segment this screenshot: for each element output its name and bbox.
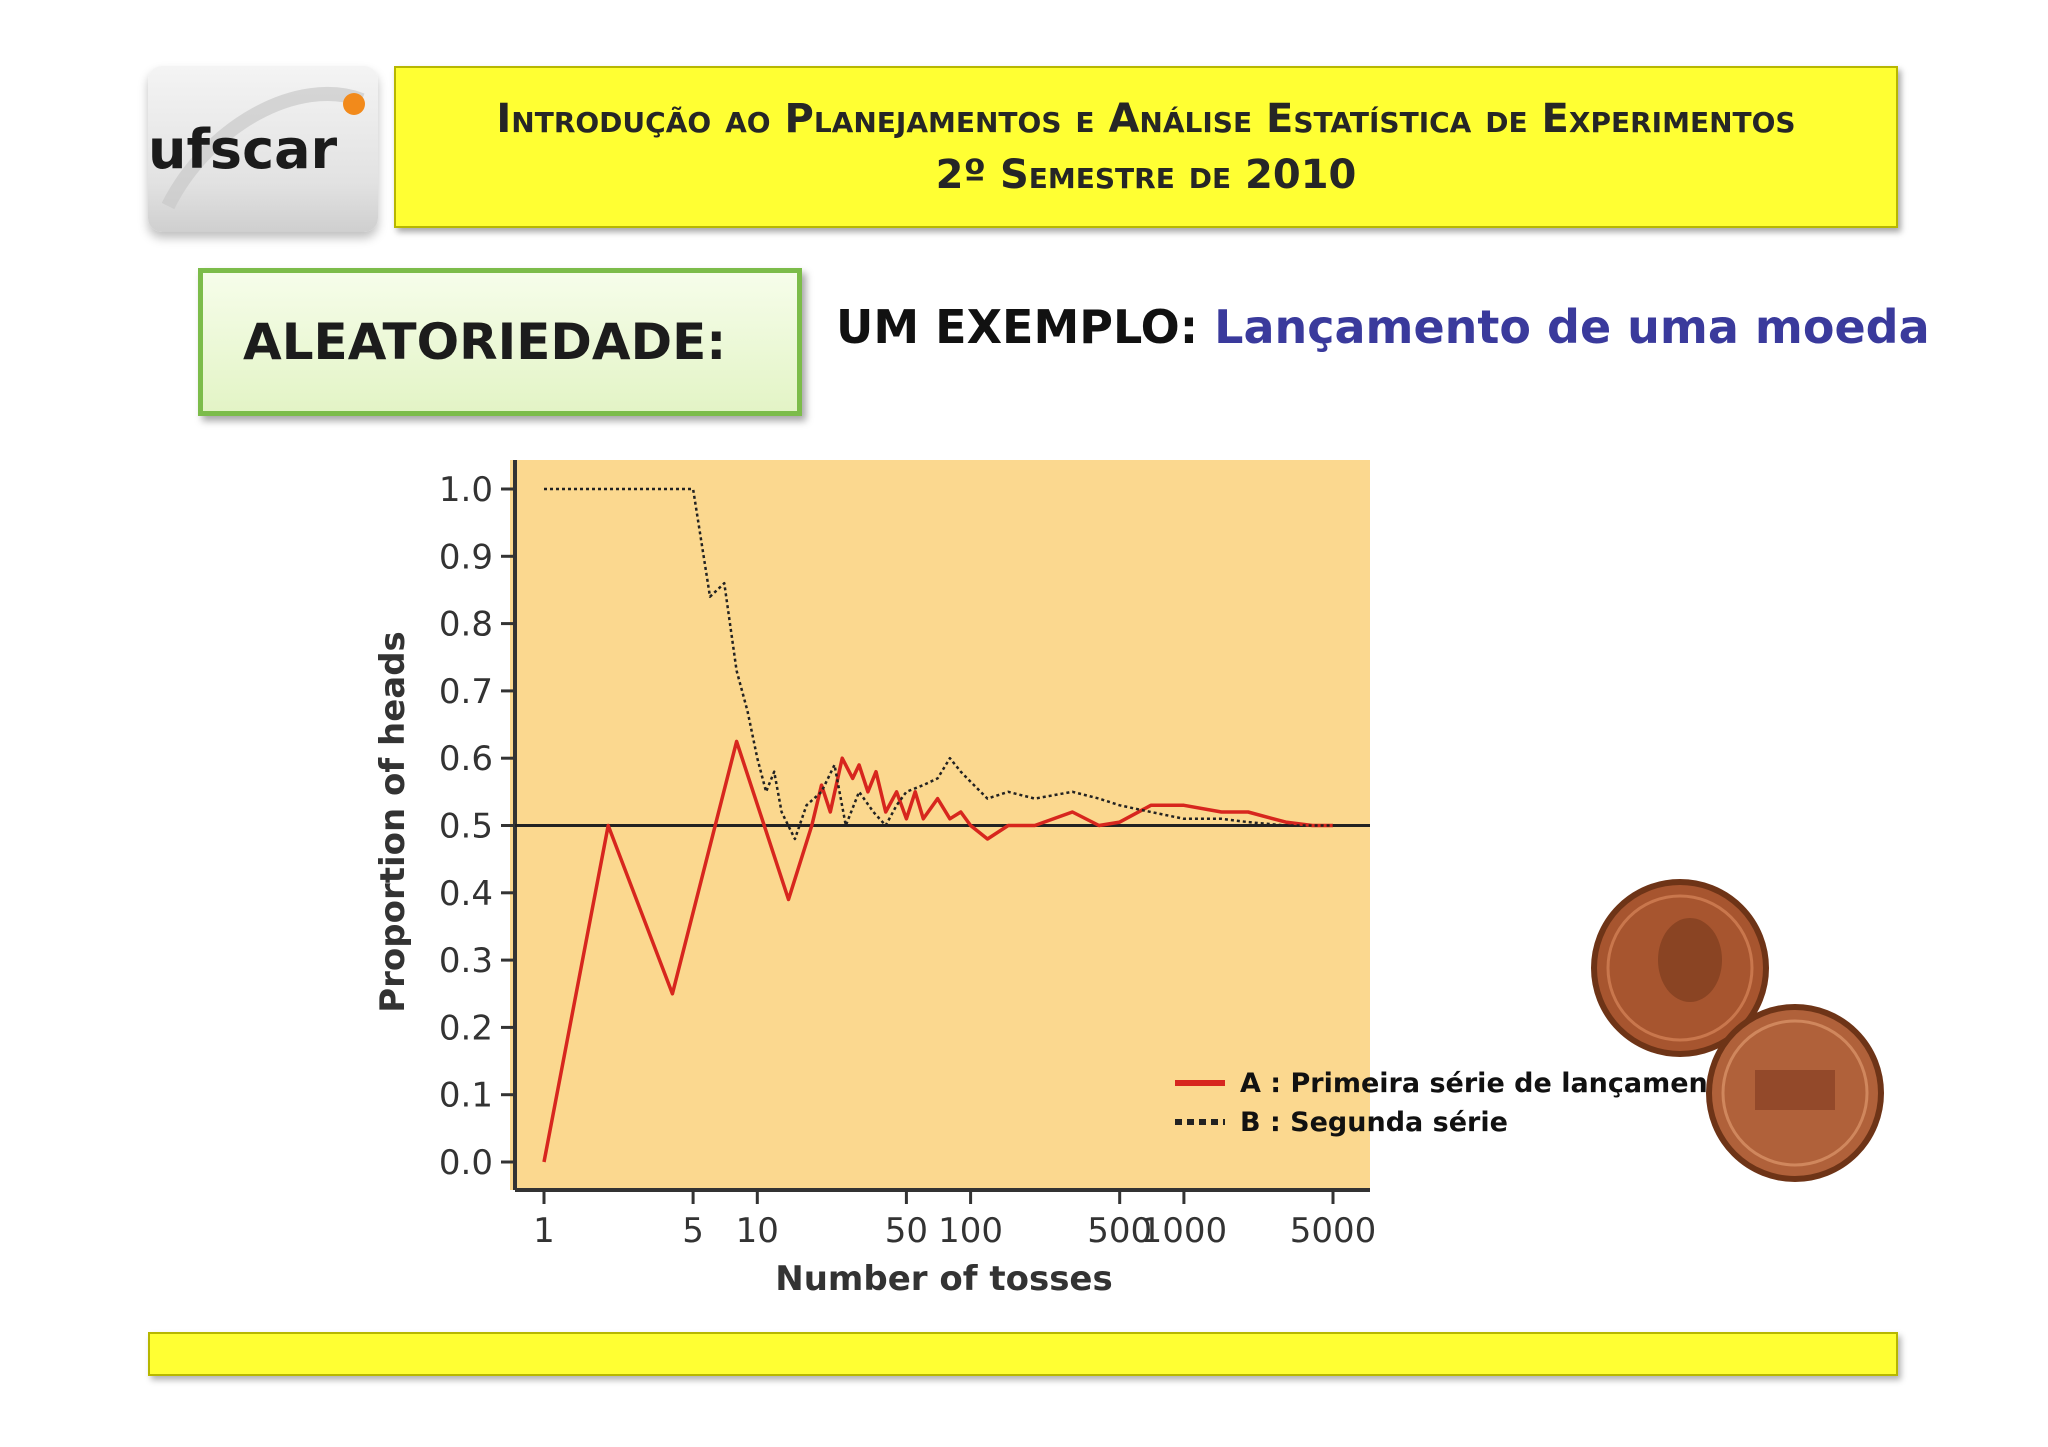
x-tick-label: 1: [533, 1211, 555, 1251]
x-tick-label: 1000: [1141, 1211, 1228, 1251]
y-tick-label: 1.0: [439, 470, 493, 510]
legend-label: B : Segunda série: [1240, 1107, 1508, 1138]
subtitle-prefix: UM EXEMPLO:: [836, 300, 1215, 354]
x-tick-label: 50: [885, 1211, 928, 1251]
y-tick-label: 0.9: [439, 537, 493, 577]
y-tick-label: 0.1: [439, 1076, 493, 1116]
subtitle-topic: Lançamento de uma moeda: [1214, 300, 1930, 354]
ufscar-logo: ufscar: [148, 66, 378, 232]
header-title: Introdução ao Planejamentos e Análise Es…: [496, 96, 1796, 142]
legend: A : Primeira série de lançamentos B : Seg…: [1175, 1068, 1755, 1138]
legend-label: A : Primeira série de lançamentos: [1240, 1068, 1755, 1099]
footer-band: [148, 1332, 1898, 1376]
y-tick-label: 0.2: [439, 1008, 493, 1048]
y-tick-label: 0.4: [439, 874, 493, 914]
x-tick-label: 5: [682, 1211, 704, 1251]
header-band: Introdução ao Planejamentos e Análise Es…: [394, 66, 1898, 228]
header-semester: 2º Semestre de 2010: [935, 152, 1357, 198]
y-tick-label: 0.6: [439, 739, 493, 779]
slide-subtitle: UM EXEMPLO: Lançamento de uma moeda: [836, 300, 1930, 354]
penny-coins-image: [1591, 879, 1884, 1182]
y-tick-label: 0.7: [439, 672, 493, 712]
y-axis-title: Proportion of heads: [373, 631, 413, 1013]
x-tick-label: 500: [1087, 1211, 1152, 1251]
y-axis: 0.0 0.1 0.2 0.3 0.4 0.5 0.6 0.7 0.8 0.9 1.0: [439, 460, 517, 1190]
x-tick-label: 100: [938, 1211, 1003, 1251]
y-tick-label: 0.3: [439, 941, 493, 981]
section-label-box: ALEATORIEDADE:: [198, 268, 802, 416]
x-tick-label: 5000: [1290, 1211, 1377, 1251]
x-tick-label: 10: [736, 1211, 779, 1251]
section-label: ALEATORIEDADE:: [243, 313, 727, 371]
y-tick-label: 0.8: [439, 605, 493, 645]
y-tick-label: 0.5: [439, 807, 493, 847]
y-tick-label: 0.0: [439, 1143, 493, 1183]
series-group: [542, 487, 1333, 1163]
x-axis-title: Number of tosses: [775, 1259, 1112, 1299]
series-line-a: [542, 739, 1333, 1163]
svg-text:ufscar: ufscar: [148, 118, 338, 181]
series-line-b: [544, 487, 1333, 841]
